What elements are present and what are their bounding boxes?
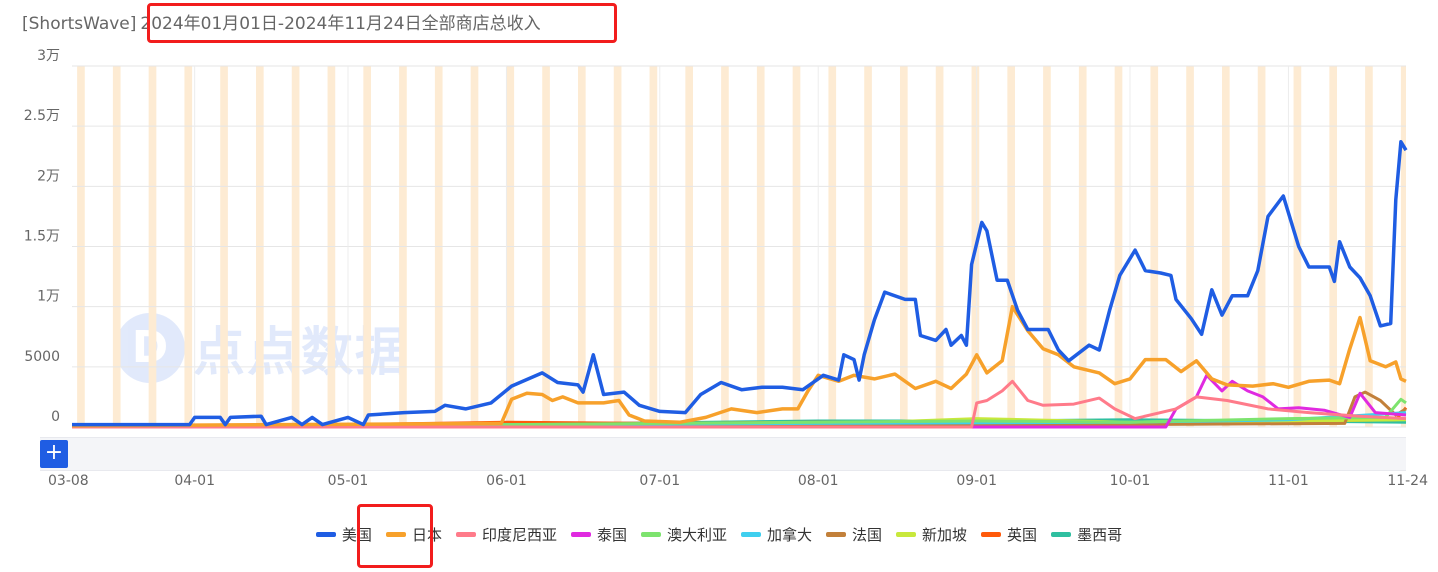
series-line-4	[71, 397, 1407, 428]
legend-item[interactable]: 墨西哥	[1051, 524, 1122, 545]
legend-item[interactable]: 印度尼西亚	[455, 524, 557, 545]
legend-swatch	[570, 532, 591, 537]
legend-swatch	[315, 532, 336, 537]
legend-label: 日本	[411, 526, 442, 544]
highlight-box-title	[147, 3, 617, 43]
legend: 美国 日本 印度尼西亚 泰国 澳大利亚 加拿大 法国 新加坡 英国 墨西哥	[0, 524, 1438, 545]
legend-item[interactable]: 澳大利亚	[640, 524, 727, 545]
legend-item[interactable]: 英国	[981, 524, 1037, 545]
series-line-1	[71, 304, 1407, 428]
legend-swatch	[1051, 532, 1072, 537]
y-tick-label: 5000	[24, 349, 60, 365]
x-tick-label: 03-08	[48, 473, 89, 489]
legend-swatch	[826, 532, 847, 537]
legend-label: 美国	[341, 526, 372, 544]
series-line-0	[72, 140, 1408, 427]
x-tick-label: 05-01	[328, 473, 369, 489]
x-tick-label: 07-01	[639, 473, 680, 489]
x-tick-label: 08-01	[798, 473, 839, 489]
legend-item[interactable]: 美国	[315, 524, 372, 545]
x-tick-label: 09-01	[956, 473, 997, 489]
legend-label: 新加坡	[922, 526, 968, 544]
x-tick-label: 11-24	[1387, 473, 1428, 489]
title-prefix: [ShortsWave]	[22, 14, 137, 34]
y-tick-label: 1.5万	[24, 229, 60, 245]
x-tick-label: 10-01	[1110, 473, 1151, 489]
data-zoom-slider[interactable]	[40, 437, 1406, 471]
legend-swatch	[385, 532, 406, 537]
x-tick-label: 04-01	[174, 473, 215, 489]
y-tick-label: 3万	[37, 48, 60, 64]
legend-label: 加拿大	[767, 526, 813, 544]
legend-label: 墨西哥	[1077, 526, 1123, 544]
highlight-box-legend	[357, 504, 433, 568]
legend-swatch	[741, 532, 761, 537]
watermark-text: 点点数据	[193, 323, 410, 383]
chart-title: [ShortsWave] 2024年01月01日-2024年11月24日全部商店总…	[22, 9, 541, 34]
y-tick-label: 0	[51, 409, 60, 425]
legend-item[interactable]: 新加坡	[896, 524, 967, 545]
legend-label: 澳大利亚	[666, 526, 727, 544]
zoom-plus-button[interactable]: +	[40, 440, 68, 468]
legend-label: 泰国	[596, 526, 627, 544]
legend-swatch	[640, 532, 661, 537]
x-tick-label: 06-01	[486, 473, 527, 489]
legend-label: 法国	[852, 526, 883, 544]
series-line-2	[72, 379, 1407, 429]
legend-item[interactable]: 法国	[826, 524, 882, 545]
legend-item[interactable]: 日本	[385, 524, 442, 545]
title-main: 2024年01月01日-2024年11月24日全部商店总收入	[140, 14, 541, 34]
y-tick-label: 1万	[37, 289, 60, 305]
y-tick-label: 2.5万	[24, 108, 60, 124]
y-tick-label: 2万	[37, 168, 60, 184]
legend-item[interactable]: 加拿大	[741, 524, 812, 545]
legend-label: 印度尼西亚	[481, 526, 557, 544]
legend-swatch	[455, 532, 476, 537]
legend-swatch	[981, 532, 1002, 537]
legend-label: 英国	[1007, 526, 1038, 544]
legend-item[interactable]: 泰国	[570, 524, 627, 545]
legend-swatch	[896, 532, 917, 537]
x-tick-label: 11-01	[1268, 473, 1309, 489]
